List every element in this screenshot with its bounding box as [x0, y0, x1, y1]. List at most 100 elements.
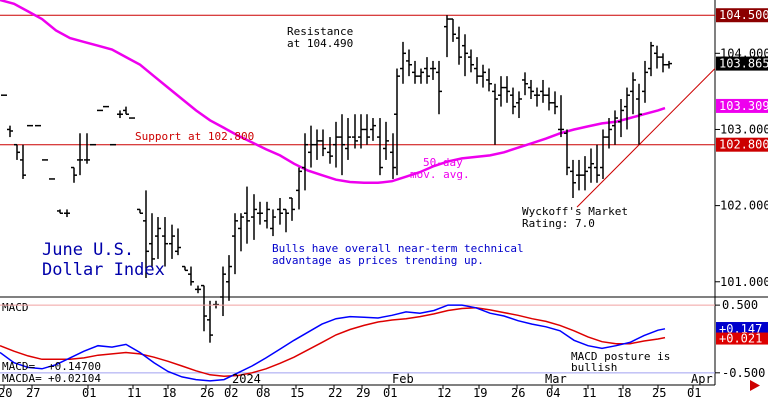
ohlc-bar: [270, 209, 276, 237]
x-tick-label: 18: [617, 386, 631, 400]
ohlc-bar: [406, 49, 412, 77]
ma50-axis-label: 103.309: [716, 98, 768, 113]
resistance-axis-label: 104.500: [716, 8, 768, 23]
ohlc-bar: [660, 53, 666, 73]
x-tick-label: 20: [0, 386, 12, 400]
ohlc-bar: [534, 87, 540, 107]
ohlc-bar: [213, 300, 219, 309]
macd-y-axis: 0.500 -0.500: [715, 298, 765, 380]
x-tick-label: 26: [200, 386, 214, 400]
ma50-annotation-line1: 50-day: [423, 156, 463, 169]
wyckoff-rating-line2: Rating: 7.0: [522, 217, 595, 230]
price-y-tick-label: 101.000: [720, 275, 768, 289]
ohlc-bar: [400, 41, 406, 84]
ohlc-bar: [552, 91, 558, 115]
ohlc-bar: [264, 201, 270, 229]
ohlc-bar: [430, 60, 436, 80]
x-tick-label: 15: [290, 386, 304, 400]
ohlc-bar: [77, 133, 83, 176]
ohlc-bar: [14, 143, 20, 160]
ohlc-bar: [600, 129, 606, 179]
chart-title-line2: Dollar Index: [42, 260, 165, 280]
ohlc-bar: [226, 255, 232, 301]
ohlc-bar: [424, 57, 430, 84]
ohlc-bar: [412, 60, 418, 84]
ohlc-bar: [468, 49, 474, 73]
ohlc-bar: [570, 159, 576, 198]
ohlc-bar: [238, 213, 244, 252]
ohlc-bar: [320, 129, 326, 157]
ohlc-bar: [582, 156, 588, 191]
ohlc-bar: [564, 129, 570, 176]
x-tick-label: 01: [687, 386, 701, 400]
ohlc-bar: [7, 125, 13, 138]
ohlc-bar: [462, 34, 468, 77]
x-tick-label: 25: [652, 386, 666, 400]
ohlc-bar: [498, 76, 504, 107]
ohlc-bar: [175, 228, 181, 256]
ohlc-bar: [486, 68, 492, 92]
ohlc-bar: [251, 194, 257, 240]
ohlc-bar: [558, 95, 564, 138]
x-tick-label: 02: [224, 386, 238, 400]
ohlc-bar: [624, 87, 630, 130]
x-tick-label: 18: [162, 386, 176, 400]
ohlc-bar: [436, 60, 442, 115]
ohlc-bar: [289, 197, 295, 221]
x-tick-label: 08: [256, 386, 270, 400]
x-tick-label: 19: [473, 386, 487, 400]
x-tick-label: 26: [511, 386, 525, 400]
ohlc-bar: [257, 201, 263, 225]
ohlc-bar: [390, 133, 396, 179]
macd-posture-line1: MACD posture is: [571, 350, 670, 363]
ohlc-bar: [232, 213, 238, 275]
ohlc-bar: [383, 121, 389, 160]
ohlc-bar: [522, 72, 528, 96]
ohlc-bar: [244, 186, 250, 244]
ohlc-bar: [20, 144, 26, 179]
ohlc-bar: [169, 224, 175, 259]
ohlc-bar: [528, 79, 534, 99]
price-y-tick-label: 103.000: [720, 122, 768, 136]
last-price-axis-label: 103.865: [716, 56, 768, 71]
ohlc-bar: [314, 129, 320, 160]
price-bars: [1, 15, 672, 343]
chart-title-line1: June U.S.: [42, 240, 134, 260]
ohlc-bar: [277, 198, 283, 225]
x-tick-label: 29: [356, 386, 370, 400]
scroll-right-arrow-icon[interactable]: [750, 380, 760, 391]
resistance-annotation-line2: at 104.490: [287, 37, 353, 50]
ohlc-bar: [516, 91, 522, 119]
x-tick-label: 12: [437, 386, 451, 400]
ohlc-bar: [492, 83, 498, 145]
x-tick-label: 11: [582, 386, 596, 400]
ohlc-bar: [546, 87, 552, 111]
ohlc-bar: [57, 209, 63, 214]
support-axis-value: 102.800: [719, 138, 768, 152]
bulls-annotation-line1: Bulls have overall near-term technical: [272, 242, 524, 255]
ohlc-bar: [450, 18, 456, 42]
macd-signal-line: [0, 307, 666, 377]
ohlc-bar: [283, 208, 289, 233]
ohlc-bar: [576, 159, 582, 191]
ohlc-bar: [352, 114, 358, 149]
macd-axis-label: +0.147: [716, 322, 768, 336]
ohlc-bar: [648, 41, 654, 77]
support-annotation: Support at 102.800: [135, 130, 254, 143]
macda-readout-label: MACDA=: [2, 372, 42, 385]
macda-readout-value: +0.02104: [48, 372, 101, 385]
ohlc-bar: [64, 209, 70, 218]
x-tick-label: 11: [127, 386, 141, 400]
ohlc-bar: [182, 265, 188, 272]
ohlc-bar: [155, 217, 161, 259]
price-y-tick-label: 102.000: [720, 199, 768, 213]
macd-axis-value: +0.147: [719, 322, 762, 336]
ohlc-bar: [195, 285, 201, 294]
ohlc-bar: [71, 166, 77, 183]
ohlc-bar: [308, 125, 314, 168]
ohlc-bar: [642, 60, 648, 103]
ohlc-bar: [456, 26, 462, 65]
